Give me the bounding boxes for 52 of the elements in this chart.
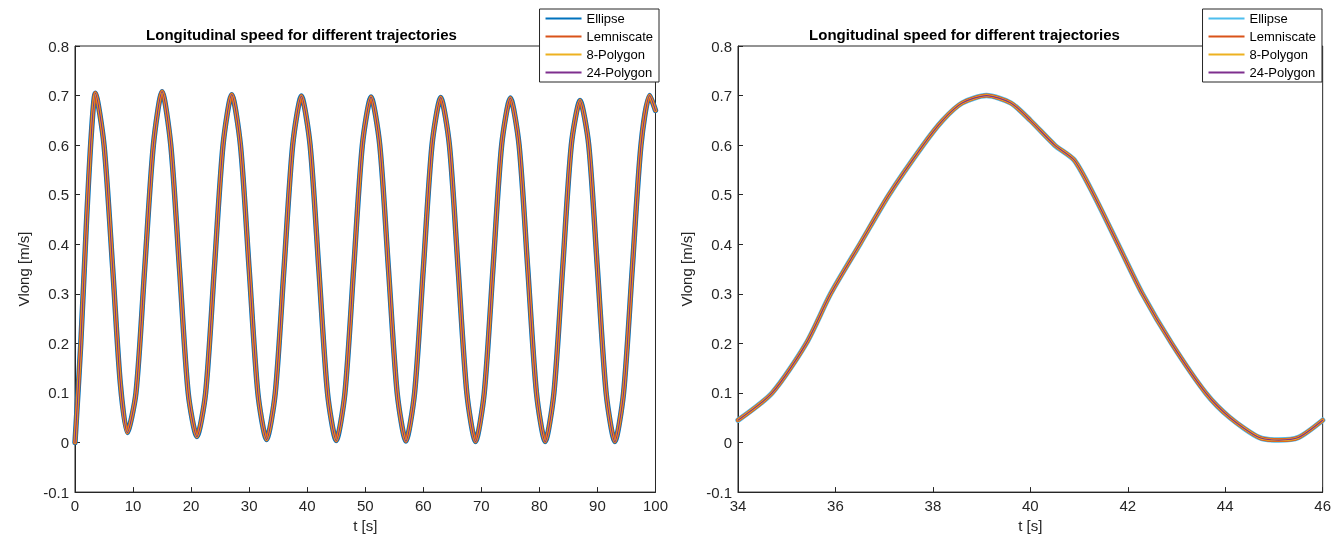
x-tick-label: 34 — [729, 497, 747, 515]
y-tick-label: 0.1 — [48, 384, 69, 402]
legend-label: 8-Polygon — [1249, 47, 1309, 62]
y-tick-label: 0.5 — [48, 186, 69, 204]
x-axis-title: t [s] — [1018, 517, 1043, 534]
y-tick-label: 0.6 — [711, 136, 732, 154]
y-tick-label: 0.4 — [711, 235, 732, 253]
y-tick-label: 0.8 — [711, 37, 732, 55]
x-tick-label: 70 — [473, 497, 490, 515]
x-tick-label: 50 — [356, 497, 374, 515]
x-tick-label: 44 — [1216, 497, 1234, 515]
x-tick-label: 0 — [70, 497, 80, 515]
y-axis-title: Vlong [m/s] — [15, 231, 32, 307]
y-tick-label: -0.1 — [43, 483, 69, 501]
y-tick-label: 0.3 — [48, 285, 69, 303]
x-tick-label: 46 — [1314, 497, 1331, 515]
y-tick-label: 0.6 — [48, 136, 69, 154]
y-tick-label: 0.3 — [711, 285, 732, 303]
x-tick-label: 40 — [298, 497, 316, 515]
x-tick-label: 36 — [827, 497, 844, 515]
x-tick-label: 30 — [240, 497, 258, 515]
y-axis-title: Vlong [m/s] — [678, 231, 695, 307]
legend-label: 24-Polygon — [586, 65, 653, 80]
y-tick-label: 0.7 — [711, 87, 732, 105]
y-tick-label: 0.5 — [711, 186, 732, 204]
x-tick-label: 38 — [924, 497, 942, 515]
x-tick-label: 100 — [642, 497, 668, 515]
x-tick-label: 40 — [1021, 497, 1039, 515]
legend-label: 24-Polygon — [1249, 65, 1316, 80]
legend-label: Ellipse — [586, 11, 625, 26]
x-tick-label: 90 — [589, 497, 606, 515]
legend-label: Lemniscate — [586, 29, 654, 44]
x-tick-label: 80 — [531, 497, 548, 515]
y-tick-label: 0 — [723, 434, 732, 452]
legend-label: Ellipse — [1249, 11, 1288, 26]
legend-label: 8-Polygon — [586, 47, 646, 62]
x-axis-title: t [s] — [353, 517, 378, 534]
x-tick-label: 42 — [1119, 497, 1137, 515]
y-tick-label: 0.4 — [48, 235, 69, 253]
x-tick-label: 60 — [414, 497, 432, 515]
y-tick-label: 0.7 — [48, 87, 69, 105]
y-tick-label: 0 — [60, 434, 69, 452]
x-tick-label: 10 — [124, 497, 142, 515]
y-tick-label: 0.2 — [711, 334, 732, 352]
y-tick-label: 0.8 — [48, 37, 69, 55]
chart-title: Longitudinal speed for different trajectories — [146, 26, 457, 43]
x-tick-label: 20 — [182, 497, 200, 515]
y-tick-label: -0.1 — [706, 483, 732, 501]
y-tick-label: 0.1 — [711, 384, 732, 402]
legend-label: Lemniscate — [1249, 29, 1317, 44]
y-tick-label: 0.2 — [48, 334, 69, 352]
chart-title: Longitudinal speed for different trajectories — [809, 26, 1120, 43]
